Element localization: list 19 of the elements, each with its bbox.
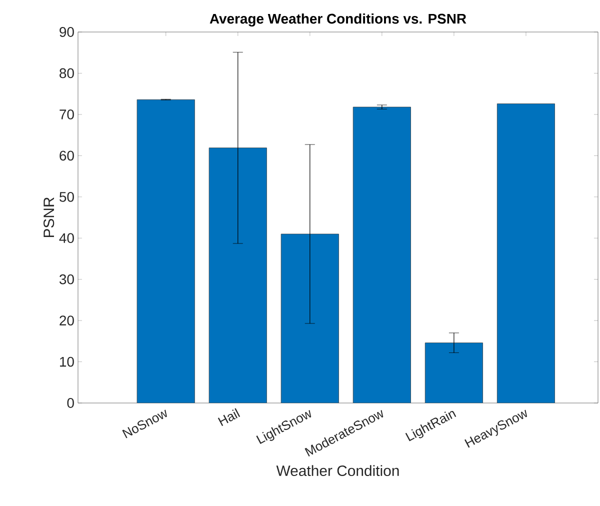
y-tick-label: 20 [60, 316, 74, 326]
bar [496, 104, 555, 403]
y-tick-label: 70 [60, 110, 74, 120]
y-tick-label: 40 [59, 233, 74, 244]
x-tick-label: Hail [218, 408, 240, 426]
y-tick-label: 80 [60, 68, 74, 78]
chart-title: Average Weather Conditions vs. PSNR [210, 13, 466, 27]
y-tick-label: 60 [60, 150, 74, 161]
y-tick-label: 30 [59, 274, 74, 284]
y-tick-label: 10 [60, 356, 74, 367]
y-tick-label: 90 [60, 27, 74, 37]
x-axis-title: Weather Condition [276, 465, 399, 476]
bar [209, 148, 267, 403]
bar [425, 342, 483, 403]
y-tick-label: 50 [60, 192, 74, 202]
y-axis-title: PSNR [44, 197, 54, 238]
y-tick-label: 0 [67, 398, 74, 408]
bar [353, 107, 411, 403]
bar [137, 100, 195, 403]
